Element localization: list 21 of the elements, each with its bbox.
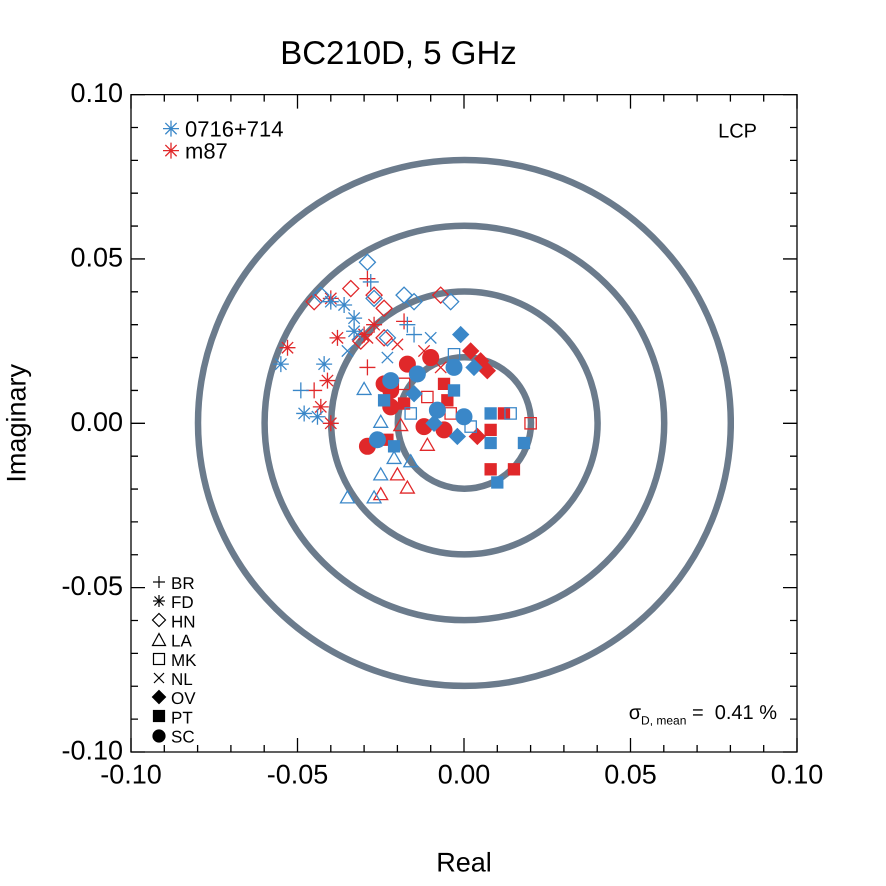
annotation: NL <box>171 670 193 689</box>
y-axis-title: Imaginary <box>2 364 32 483</box>
annotation: PT <box>171 708 193 728</box>
x-tick-label: 0.10 <box>770 760 824 790</box>
annotation: BR <box>171 574 195 593</box>
annotation: LA <box>171 632 192 651</box>
annotation: HN <box>171 612 196 632</box>
y-tick-label: 0.10 <box>70 78 123 108</box>
x-axis-title: Real <box>436 847 492 878</box>
chart-title: BC210D, 5 GHz <box>280 34 517 71</box>
annotation: LCP <box>718 120 757 143</box>
y-tick-label: 0.00 <box>70 406 123 437</box>
y-tick-label: -0.05 <box>61 571 123 602</box>
x-tick-label: 0.05 <box>604 760 657 790</box>
x-tick-label: 0.00 <box>438 760 490 790</box>
y-tick-label: 0.05 <box>70 242 123 272</box>
annotation: OV <box>171 689 196 708</box>
annotation: MK <box>171 650 198 670</box>
x-tick-label: -0.05 <box>266 760 328 790</box>
annotation: SC <box>171 728 195 747</box>
annotation: FD <box>171 593 194 612</box>
